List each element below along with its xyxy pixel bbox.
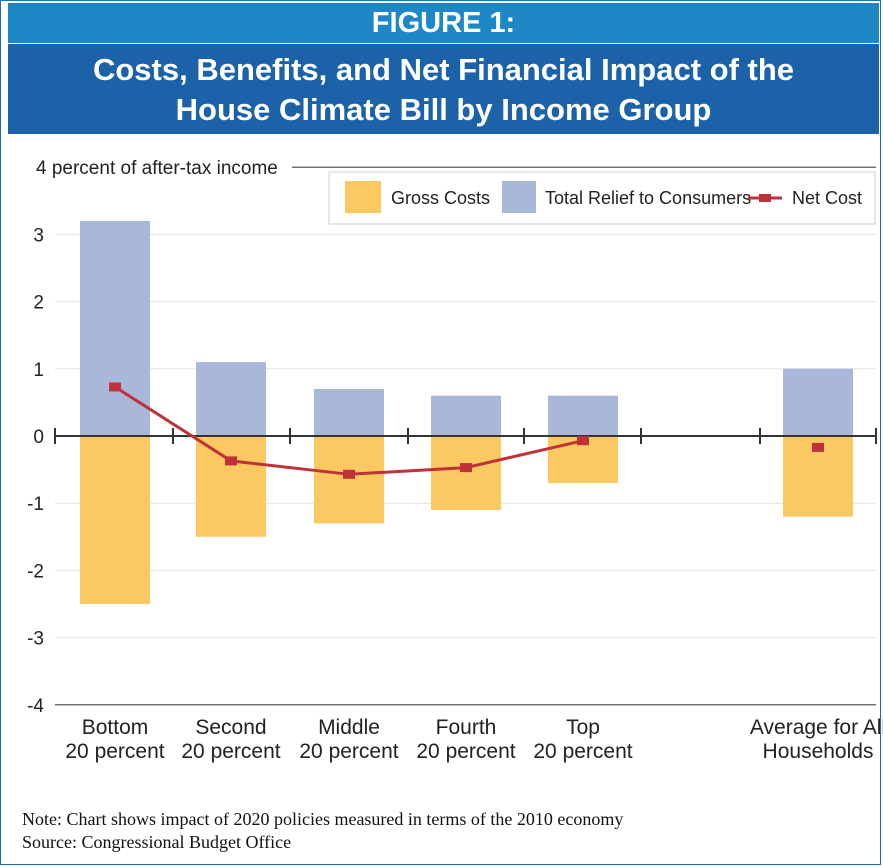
y-tick-label: -4 bbox=[27, 696, 44, 717]
figure-title-line-2: House Climate Bill by Income Group bbox=[175, 92, 712, 127]
category-label: Second bbox=[195, 716, 266, 739]
axes bbox=[54, 166, 877, 706]
y-axis-label: 4 percent of after-tax income bbox=[36, 158, 278, 179]
category-label: 20 percent bbox=[181, 740, 280, 763]
y-tick-label: 3 bbox=[33, 225, 44, 246]
net-cost-point bbox=[343, 469, 355, 479]
relief-bar bbox=[431, 395, 501, 436]
legend-box bbox=[328, 171, 876, 225]
category-label: Average for All bbox=[750, 716, 883, 739]
y-tick-label: -2 bbox=[27, 561, 44, 582]
category-label: Bottom bbox=[82, 716, 149, 739]
net-cost-point bbox=[109, 382, 121, 392]
relief-bar bbox=[314, 388, 384, 436]
legend: Gross Costs Total Relief to Consumers Net … bbox=[328, 171, 876, 225]
legend-label-gross-costs: Gross Costs bbox=[391, 188, 490, 208]
y-tick-label: -3 bbox=[27, 629, 44, 650]
legend-swatch-relief bbox=[502, 181, 536, 213]
legend-label-relief: Total Relief to Consumers bbox=[545, 188, 751, 208]
relief-bar bbox=[196, 362, 266, 436]
figure-title: Costs, Benefits, and Net Financial Impac… bbox=[8, 44, 879, 134]
grid-lines bbox=[55, 233, 876, 639]
y-tick-label: 1 bbox=[33, 360, 44, 381]
category-label: Top bbox=[566, 716, 600, 739]
notes: Note: Chart shows impact of 2020 policie… bbox=[22, 808, 623, 854]
y-tick-label: -1 bbox=[27, 494, 44, 515]
chart-note: Note: Chart shows impact of 2020 policie… bbox=[22, 809, 624, 829]
cost-bar bbox=[196, 436, 266, 537]
category-label: Households bbox=[763, 740, 874, 763]
net-cost-line bbox=[109, 382, 824, 479]
legend-marker-net-cost bbox=[759, 194, 771, 202]
relief-bar bbox=[783, 368, 853, 436]
cost-bar bbox=[431, 436, 501, 510]
category-label: 20 percent bbox=[416, 740, 515, 763]
y-tick-label: 0 bbox=[33, 427, 44, 448]
relief-bar bbox=[548, 395, 618, 436]
chart: 3 2 1 0 -1 -2 -3 -4 4 percent of after-tax incom… bbox=[27, 158, 883, 763]
chart-source: Source: Congressional Budget Office bbox=[22, 832, 292, 852]
category-label: 20 percent bbox=[299, 740, 398, 763]
net-cost-point bbox=[812, 442, 824, 452]
net-cost-point bbox=[577, 436, 589, 446]
axis-labels: 3 2 1 0 -1 -2 -3 -4 4 percent of after-tax incom… bbox=[27, 158, 883, 763]
category-label: Middle bbox=[318, 716, 380, 739]
category-label: 20 percent bbox=[533, 740, 632, 763]
cost-bar bbox=[80, 436, 150, 604]
figure-title-line-1: Costs, Benefits, and Net Financial Impac… bbox=[92, 52, 795, 87]
bars bbox=[80, 220, 853, 604]
category-label: 20 percent bbox=[65, 740, 164, 763]
legend-label-net-cost: Net Cost bbox=[792, 188, 862, 208]
figure-label: FIGURE 1: bbox=[8, 3, 879, 43]
category-label: Fourth bbox=[436, 716, 497, 739]
legend-swatch-gross-costs bbox=[345, 181, 381, 213]
y-tick-label: 2 bbox=[33, 293, 44, 314]
net-cost-point bbox=[225, 456, 237, 466]
net-cost-point bbox=[460, 463, 472, 473]
cost-bar bbox=[314, 436, 384, 524]
